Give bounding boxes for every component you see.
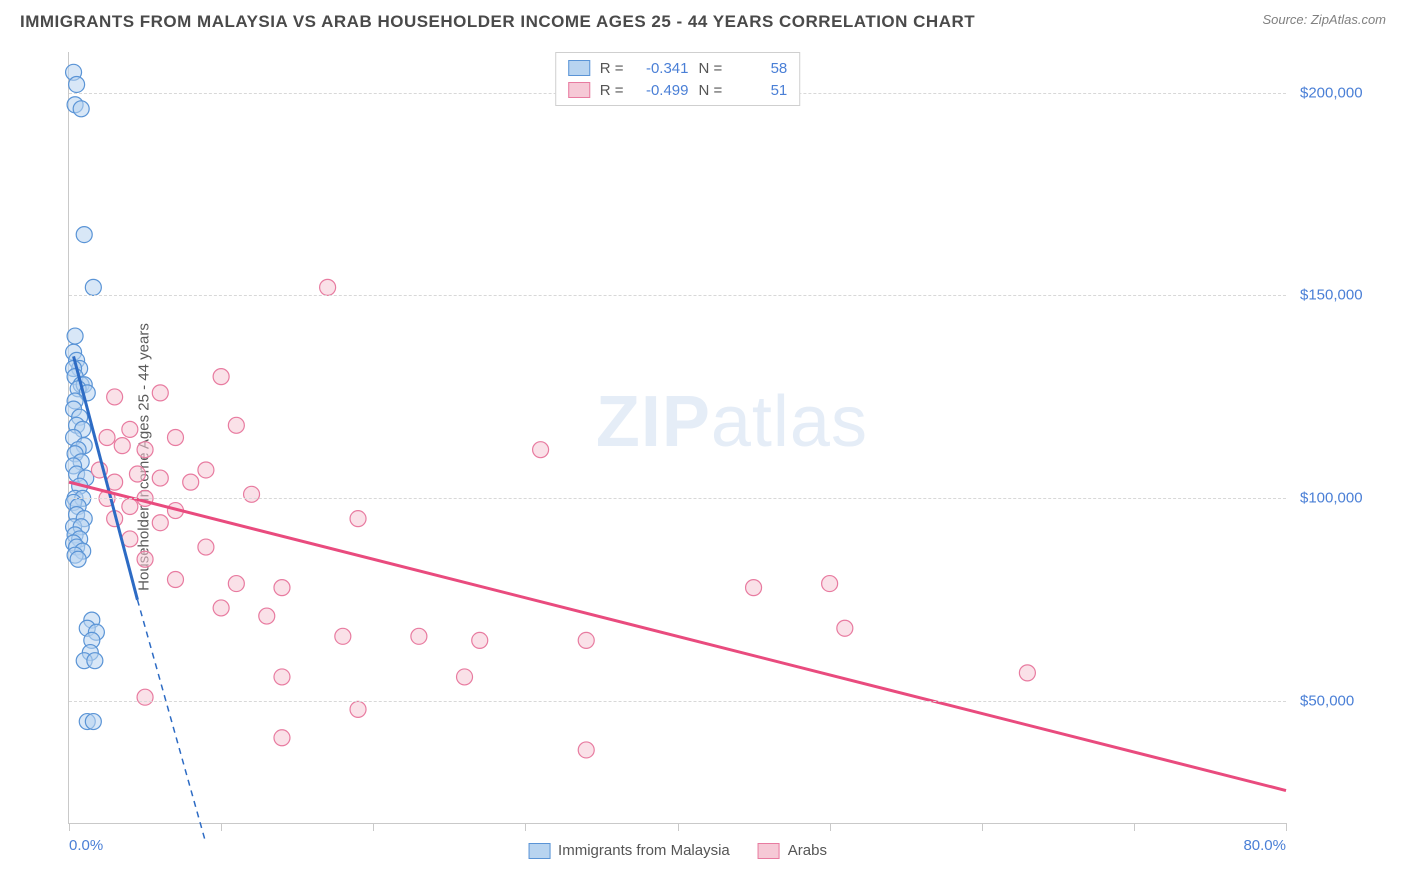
scatter-point (472, 632, 488, 648)
scatter-point (85, 714, 101, 730)
scatter-point (350, 511, 366, 527)
legend-item: Arabs (758, 842, 827, 859)
scatter-point (152, 385, 168, 401)
scatter-point (213, 369, 229, 385)
scatter-point (99, 430, 115, 446)
scatter-point (198, 462, 214, 478)
scatter-point (76, 227, 92, 243)
scatter-point (137, 551, 153, 567)
legend-label: N = (699, 60, 723, 77)
x-tick (830, 823, 831, 831)
swatch-series-0 (568, 60, 590, 76)
legend-item: Immigrants from Malaysia (528, 842, 730, 859)
scatter-point (228, 417, 244, 433)
y-tick-label: $50,000 (1300, 693, 1354, 710)
scatter-point (152, 515, 168, 531)
x-tick (678, 823, 679, 831)
legend-r-value: -0.499 (634, 82, 689, 99)
scatter-point (70, 551, 86, 567)
correlation-legend: R = -0.341 N = 58 R = -0.499 N = 51 (555, 52, 801, 106)
scatter-point (411, 628, 427, 644)
legend-n-value: 51 (732, 82, 787, 99)
x-tick (982, 823, 983, 831)
y-tick-label: $200,000 (1300, 84, 1363, 101)
legend-r-value: -0.341 (634, 60, 689, 77)
chart-container: Householder Income Ages 25 - 44 years ZI… (20, 42, 1386, 872)
swatch-series-1 (568, 82, 590, 98)
source-attribution: Source: ZipAtlas.com (1262, 12, 1386, 27)
scatter-point (578, 632, 594, 648)
legend-label: R = (600, 60, 624, 77)
scatter-point (533, 442, 549, 458)
scatter-point (67, 328, 83, 344)
scatter-svg (69, 52, 1286, 823)
scatter-point (198, 539, 214, 555)
scatter-point (1019, 665, 1035, 681)
scatter-point (73, 101, 89, 117)
scatter-point (114, 438, 130, 454)
scatter-point (183, 474, 199, 490)
scatter-point (578, 742, 594, 758)
scatter-point (85, 279, 101, 295)
x-tick (373, 823, 374, 831)
scatter-point (335, 628, 351, 644)
legend-label: R = (600, 82, 624, 99)
legend-n-value: 58 (732, 60, 787, 77)
scatter-point (837, 620, 853, 636)
scatter-point (350, 701, 366, 717)
scatter-point (822, 576, 838, 592)
x-tick (1286, 823, 1287, 831)
scatter-point (213, 600, 229, 616)
y-tick-label: $150,000 (1300, 287, 1363, 304)
x-tick (1134, 823, 1135, 831)
scatter-point (152, 470, 168, 486)
legend-series-name: Arabs (788, 842, 827, 859)
legend-label: N = (699, 82, 723, 99)
scatter-point (87, 653, 103, 669)
legend-row: R = -0.499 N = 51 (568, 79, 788, 101)
scatter-point (274, 580, 290, 596)
scatter-point (129, 466, 145, 482)
scatter-point (137, 689, 153, 705)
swatch-series-1 (758, 843, 780, 859)
x-tick (221, 823, 222, 831)
trend-line-extrapolated (137, 600, 205, 843)
scatter-point (167, 572, 183, 588)
scatter-point (122, 498, 138, 514)
series-legend: Immigrants from Malaysia Arabs (528, 842, 827, 859)
scatter-point (107, 389, 123, 405)
scatter-point (274, 669, 290, 685)
scatter-point (274, 730, 290, 746)
scatter-point (69, 76, 85, 92)
scatter-point (167, 430, 183, 446)
gridline-h (69, 701, 1286, 702)
legend-series-name: Immigrants from Malaysia (558, 842, 730, 859)
legend-row: R = -0.341 N = 58 (568, 57, 788, 79)
x-tick-label: 0.0% (69, 837, 103, 854)
scatter-point (320, 279, 336, 295)
scatter-point (122, 421, 138, 437)
scatter-point (228, 576, 244, 592)
scatter-point (457, 669, 473, 685)
gridline-h (69, 295, 1286, 296)
scatter-point (746, 580, 762, 596)
x-tick (525, 823, 526, 831)
plot-area: ZIPatlas R = -0.341 N = 58 R = -0.499 N … (68, 52, 1286, 824)
chart-title: IMMIGRANTS FROM MALAYSIA VS ARAB HOUSEHO… (20, 12, 975, 32)
x-tick-label: 80.0% (1243, 837, 1286, 854)
x-tick (69, 823, 70, 831)
y-tick-label: $100,000 (1300, 490, 1363, 507)
trend-line (69, 482, 1286, 790)
scatter-point (137, 442, 153, 458)
swatch-series-0 (528, 843, 550, 859)
gridline-h (69, 498, 1286, 499)
scatter-point (259, 608, 275, 624)
scatter-point (244, 486, 260, 502)
